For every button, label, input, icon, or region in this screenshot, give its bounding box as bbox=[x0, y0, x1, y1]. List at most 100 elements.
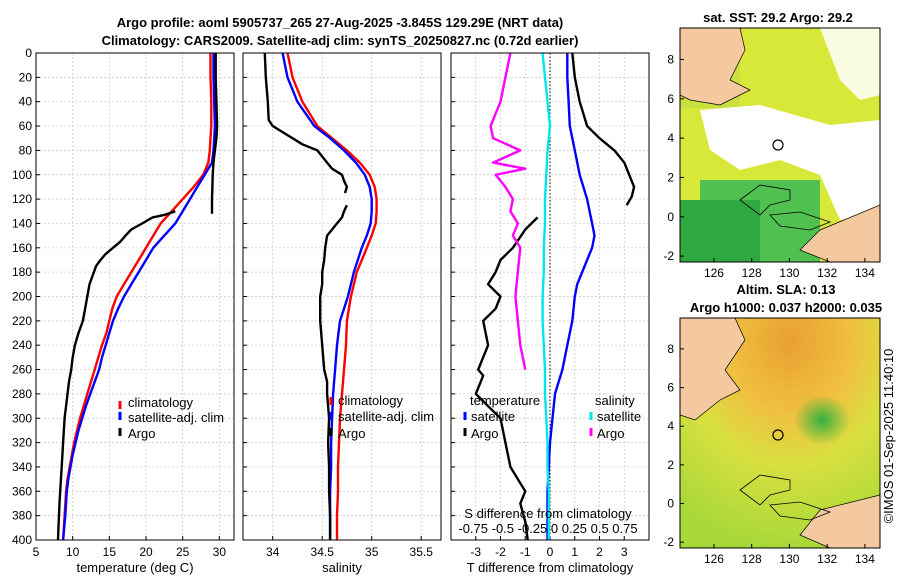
salinity-series-argo bbox=[319, 204, 348, 540]
sst-ytick-label: 6 bbox=[667, 92, 674, 106]
salinity-xlabel: salinity bbox=[322, 560, 362, 575]
sst-land bbox=[799, 204, 880, 262]
sst-xtick-label: 128 bbox=[742, 266, 762, 280]
sst-ytick-label: -2 bbox=[663, 249, 674, 263]
temperature-xtick-label: 30 bbox=[213, 545, 227, 559]
figure-title-line2: Climatology: CARS2009. Satellite-adj cli… bbox=[102, 33, 579, 48]
salinity-panel: 34 34.5 35 35.5 salinity bbox=[242, 52, 442, 575]
depth-tick-label: 80 bbox=[19, 143, 33, 157]
sla-map-title: Altim. SLA: 0.13 bbox=[737, 282, 836, 297]
s-difference-tick-labels: -0.75 -0.5 -0.25 0 0.25 0.5 0.75 bbox=[458, 521, 637, 536]
sla-low-patch bbox=[794, 395, 850, 445]
difference-legend: temperature satellite Argo salinity sate… bbox=[458, 393, 641, 536]
sst-xtick-label: 126 bbox=[704, 266, 724, 280]
sst-cloud-mask bbox=[700, 105, 880, 220]
legend-sal-satellite-label: satellite bbox=[597, 409, 641, 424]
sla-ytick-label: 8 bbox=[667, 342, 674, 356]
legend-salinity-title: salinity bbox=[595, 393, 635, 408]
salinity-xtick-label: 34.5 bbox=[311, 545, 335, 559]
sla-coastline bbox=[739, 474, 791, 506]
depth-tick-label: 40 bbox=[19, 95, 33, 109]
depth-tick-label: 400 bbox=[12, 533, 32, 547]
sst-ytick-label: 0 bbox=[667, 210, 674, 224]
difference-xlabel: T difference from climatology bbox=[467, 560, 634, 575]
sst-coastline bbox=[739, 184, 791, 216]
legend-climatology-label: climatology bbox=[338, 393, 404, 408]
sst-argo-marker bbox=[772, 139, 784, 151]
sst-ytick-label: 4 bbox=[667, 131, 674, 145]
salinity-series-argo bbox=[263, 52, 349, 194]
sla-map: Altim. SLA: 0.13 Argo h1000: 0.037 h2000… bbox=[663, 282, 882, 566]
sst-ytick-label: 8 bbox=[667, 52, 674, 66]
sla-xtick-label: 134 bbox=[855, 552, 875, 566]
salinity-xtick-label: 34 bbox=[266, 545, 280, 559]
depth-tick-label: 260 bbox=[12, 363, 32, 377]
salinity-series-climatology bbox=[286, 52, 378, 540]
depth-tick-label: 0 bbox=[25, 46, 32, 60]
temperature-series-argo bbox=[56, 210, 176, 541]
sla-map-frame bbox=[679, 317, 881, 549]
legend-temperature-title: temperature bbox=[470, 393, 540, 408]
sla-ytick-label: 4 bbox=[667, 419, 674, 433]
temperature-axes-frame bbox=[35, 52, 235, 541]
legend-argo-label: Argo bbox=[338, 426, 365, 441]
sst-xtick-label: 130 bbox=[779, 266, 799, 280]
depth-tick-label: 340 bbox=[12, 460, 32, 474]
temperature-series-climatology bbox=[61, 53, 213, 541]
depth-tick-label: 320 bbox=[12, 436, 32, 450]
temperature-series-satellite-adj-clim bbox=[61, 53, 217, 541]
salinity-series-satellite-adj-clim bbox=[281, 52, 373, 540]
temperature-xtick-label: 10 bbox=[66, 545, 80, 559]
credit-timestamp: ©IMOS 01-Sep-2025 11:40:10 bbox=[881, 349, 896, 524]
sst-coastline bbox=[769, 211, 832, 231]
sst-warm-patch bbox=[680, 200, 760, 262]
depth-tick-label: 380 bbox=[12, 509, 32, 523]
legend-climatology-label: climatology bbox=[128, 395, 194, 410]
depth-tick-label: 20 bbox=[19, 70, 33, 84]
salinity-legend: climatology satellite-adj. clim Argo bbox=[329, 393, 434, 441]
difference-xtick-label: 0 bbox=[547, 545, 554, 559]
depth-tick-label: 300 bbox=[12, 411, 32, 425]
temperature-series-argo bbox=[210, 53, 219, 214]
legend-sal-argo-label: Argo bbox=[597, 426, 624, 441]
legend-temp-argo-label: Argo bbox=[471, 426, 498, 441]
depth-tick-label: 100 bbox=[12, 168, 32, 182]
depth-tick-label: 140 bbox=[12, 216, 32, 230]
sst-land bbox=[680, 28, 751, 106]
difference-xtick-label: -1 bbox=[520, 545, 531, 559]
legend-satellite-label: satellite-adj. clim bbox=[128, 410, 224, 425]
s-difference-axis-label: S difference from climatology bbox=[464, 506, 632, 521]
difference-series-temperature-argo bbox=[571, 52, 636, 206]
difference-axes-frame bbox=[450, 52, 650, 541]
depth-tick-label: 60 bbox=[19, 119, 33, 133]
legend-argo-label: Argo bbox=[128, 426, 155, 441]
salinity-axes-frame bbox=[242, 52, 442, 541]
sla-xtick-label: 132 bbox=[817, 552, 837, 566]
sla-land bbox=[799, 494, 880, 548]
sla-ytick-label: 6 bbox=[667, 381, 674, 395]
depth-tick-label: 280 bbox=[12, 387, 32, 401]
temperature-xtick-label: 5 bbox=[33, 545, 40, 559]
salinity-xtick-label: 35 bbox=[365, 545, 379, 559]
difference-xtick-label: 2 bbox=[596, 545, 603, 559]
sla-land bbox=[680, 318, 746, 421]
difference-series-temperature-argo bbox=[474, 216, 539, 541]
depth-tick-label: 200 bbox=[12, 290, 32, 304]
difference-series-salinity-argo bbox=[489, 52, 527, 370]
difference-xtick-label: 1 bbox=[571, 545, 578, 559]
difference-xtick-label: -2 bbox=[495, 545, 506, 559]
sla-ytick-label: -2 bbox=[663, 535, 674, 549]
depth-tick-label: 120 bbox=[12, 192, 32, 206]
sst-cloud-mask bbox=[820, 28, 880, 100]
sla-xtick-label: 126 bbox=[704, 552, 724, 566]
sla-ytick-label: 0 bbox=[667, 497, 674, 511]
sst-map-frame bbox=[679, 27, 881, 263]
sla-ytick-label: 2 bbox=[667, 458, 674, 472]
difference-series-salinity-satellite bbox=[541, 52, 552, 540]
depth-tick-label: 220 bbox=[12, 314, 32, 328]
sst-map: sat. SST: 29.2 Argo: 29.2 126 128 130 132 13… bbox=[663, 10, 881, 280]
temperature-xtick-label: 15 bbox=[103, 545, 117, 559]
depth-tick-label: 160 bbox=[12, 241, 32, 255]
difference-xtick-label: 3 bbox=[621, 545, 628, 559]
